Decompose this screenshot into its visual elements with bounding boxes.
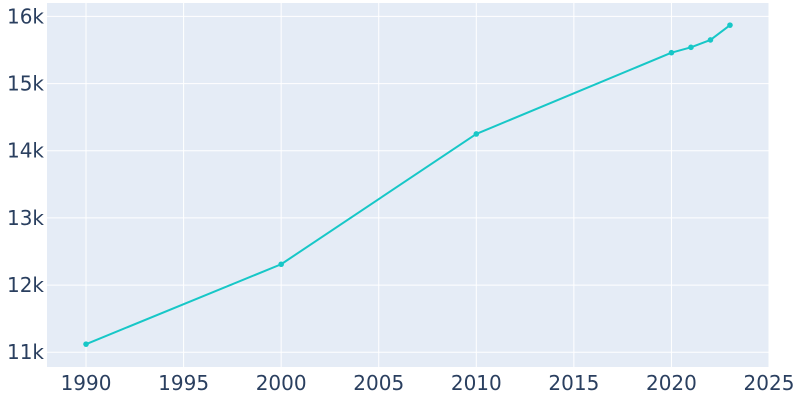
x-tick-label: 1995: [158, 371, 209, 395]
x-tick-label: 2010: [451, 371, 502, 395]
x-tick-label: 2020: [646, 371, 697, 395]
x-tick-label: 1990: [61, 371, 112, 395]
x-tick-label: 2005: [353, 371, 404, 395]
series-layer: [83, 22, 733, 347]
data-point[interactable]: [278, 261, 284, 268]
data-point[interactable]: [83, 341, 89, 347]
y-axis: 11k 12k 13k 14k 15k 16k: [7, 4, 44, 364]
x-tick-label: 2025: [744, 371, 795, 395]
data-point[interactable]: [473, 131, 480, 137]
y-tick-label: 13k: [7, 206, 44, 230]
y-tick-label: 14k: [7, 139, 44, 163]
data-point[interactable]: [688, 44, 694, 51]
plot-background: [47, 3, 769, 367]
data-point[interactable]: [707, 37, 714, 43]
x-axis: 1990 1995 2000 2005 2010 2015 2020 2025: [61, 371, 795, 395]
y-tick-label: 11k: [7, 340, 44, 364]
data-point[interactable]: [668, 49, 675, 56]
y-tick-label: 12k: [7, 273, 44, 297]
x-tick-label: 2015: [548, 371, 599, 395]
y-tick-label: 16k: [7, 4, 44, 28]
grid-lines: [47, 3, 770, 367]
y-tick-label: 15k: [7, 72, 44, 96]
data-point[interactable]: [727, 22, 733, 28]
x-tick-label: 2000: [256, 371, 307, 395]
